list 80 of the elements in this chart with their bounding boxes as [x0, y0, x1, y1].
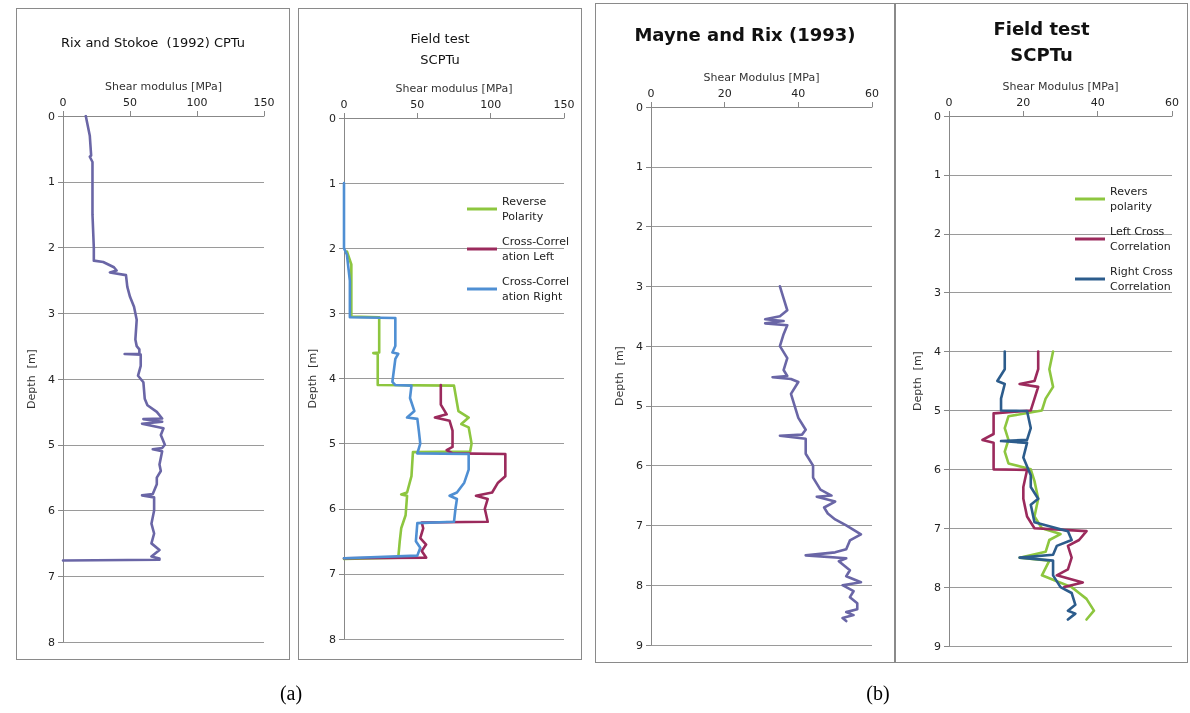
y-tick-label: 2: [48, 241, 55, 254]
legend-label: Revers polarity: [1110, 185, 1153, 213]
y-tick-label: 8: [636, 578, 643, 592]
x-tick-label: 150: [553, 98, 575, 111]
y-tick-label: 4: [934, 345, 941, 359]
x-tick-label: 40: [1090, 96, 1105, 109]
legend-label: Cross-Correlation Right: [502, 275, 569, 303]
y-tick-label: 8: [329, 632, 336, 646]
y-tick-label: 3: [636, 279, 643, 293]
chart-subtitle: SCPTu: [1010, 43, 1073, 65]
x-axis-title: Shear Modulus [MPa]: [703, 71, 820, 85]
chart-title: Rix and Stokoe (1992) CPTu: [60, 35, 246, 50]
x-tick-label: 0: [340, 98, 348, 111]
y-tick-label: 9: [636, 638, 643, 652]
chart-subtitle: SCPTu: [420, 52, 460, 67]
text: (b): [866, 682, 890, 705]
x-tick-label: 20: [717, 87, 732, 100]
text: (a): [279, 682, 303, 705]
y-tick-label: 1: [48, 175, 55, 189]
y-axis-title: Depth [m]: [613, 346, 627, 406]
y-tick-label: 9: [934, 639, 941, 653]
x-tick-label: 0: [647, 87, 655, 100]
y-tick-label: 4: [329, 372, 336, 385]
chart-title: Field test: [993, 17, 1090, 39]
y-tick-label: 6: [636, 459, 643, 473]
y-tick-label: 0: [329, 111, 336, 125]
y-axis-title: Depth [m]: [911, 351, 925, 411]
x-tick-label: 40: [791, 87, 806, 100]
y-tick-label: 0: [48, 109, 55, 123]
line-series: [342, 181, 470, 560]
y-tick-label: 1: [329, 176, 336, 190]
y-tick-label: 6: [934, 462, 941, 476]
x-tick-label: 150: [253, 96, 275, 109]
y-axis-title: Depth [m]: [306, 348, 320, 409]
x-tick-label: 50: [410, 98, 425, 111]
y-tick-label: 2: [636, 220, 643, 234]
y-tick-label: 5: [934, 403, 941, 417]
x-axis-title: Shear modulus [MPa]: [104, 80, 223, 94]
y-tick-label: 7: [934, 521, 941, 535]
legend-label: Cross-Correlation Left: [502, 235, 569, 263]
y-tick-label: 0: [934, 109, 941, 123]
x-tick-label: 60: [865, 87, 879, 100]
x-tick-label: 50: [123, 96, 137, 109]
y-tick-label: 1: [934, 168, 941, 182]
chart-title: Mayne and Rix (1993): [634, 23, 856, 45]
line-series: [763, 285, 863, 623]
x-tick-label: 60: [1165, 96, 1179, 109]
y-tick-label: 4: [48, 372, 55, 386]
legend-label: Left Cross Correlation: [1110, 225, 1171, 253]
line-series: [981, 350, 1088, 589]
legend-label: Right Cross Correlation: [1110, 265, 1177, 293]
y-tick-label: 6: [48, 504, 55, 517]
y-tick-label: 8: [934, 580, 941, 594]
x-tick-label: 0: [59, 96, 67, 109]
x-tick-label: 0: [945, 96, 953, 109]
y-axis-title: Depth [m]: [25, 349, 39, 409]
y-tick-label: 2: [934, 227, 941, 241]
legend-label: Reverse Polarity: [502, 195, 550, 223]
y-tick-label: 2: [329, 241, 336, 255]
y-tick-label: 3: [329, 306, 336, 320]
x-tick-label: 20: [1016, 96, 1031, 109]
x-tick-label: 100: [186, 96, 208, 109]
y-tick-label: 5: [329, 437, 336, 451]
chart-title: Field test: [410, 31, 470, 46]
y-tick-label: 3: [934, 286, 941, 300]
y-tick-label: 5: [636, 399, 643, 413]
line-series: [996, 350, 1077, 621]
y-tick-label: 4: [636, 339, 643, 353]
x-axis-title: Shear modulus [MPa]: [395, 82, 513, 96]
x-tick-label: 100: [480, 98, 502, 111]
y-tick-label: 1: [636, 160, 643, 174]
y-tick-label: 7: [329, 567, 336, 581]
y-tick-label: 3: [48, 306, 55, 320]
y-tick-label: 7: [48, 569, 55, 583]
y-tick-label: 5: [48, 438, 55, 452]
y-tick-label: 7: [636, 518, 643, 532]
x-axis-title: Shear Modulus [MPa]: [1002, 80, 1119, 94]
y-tick-label: 6: [329, 502, 336, 516]
y-tick-label: 8: [48, 635, 55, 649]
line-series: [61, 114, 167, 562]
